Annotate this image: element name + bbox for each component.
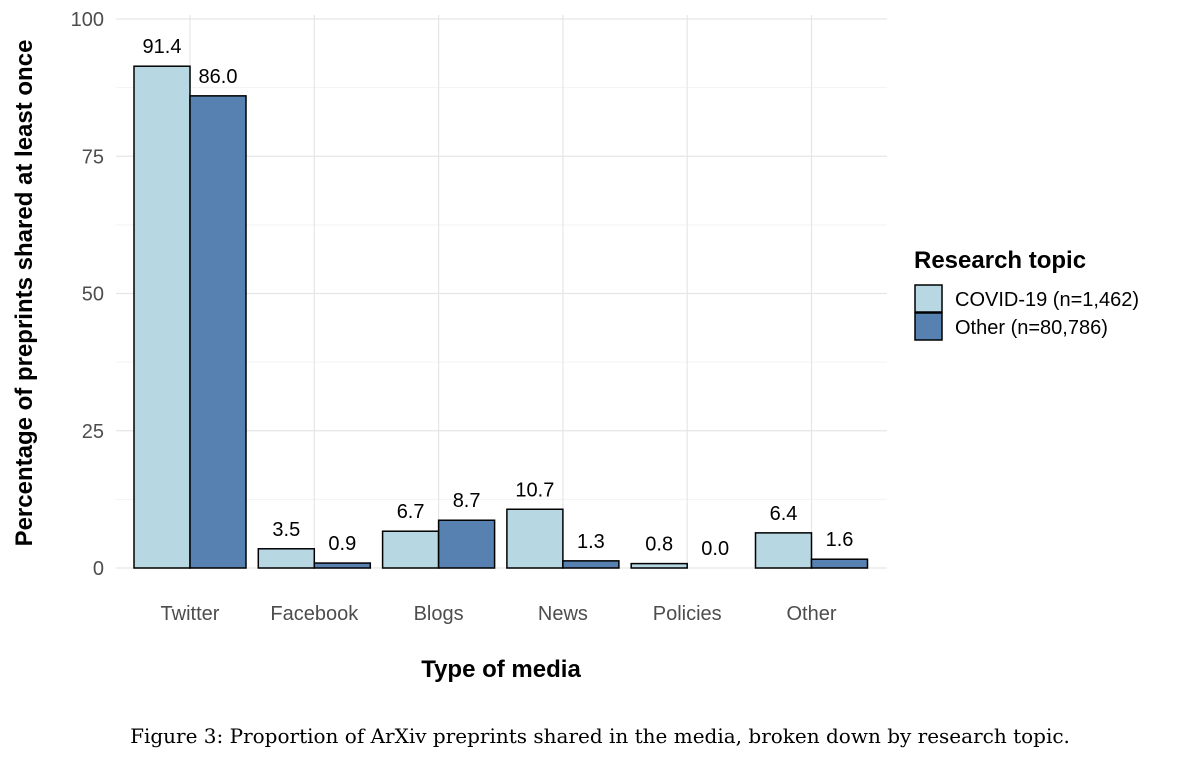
bar-facebook-series-2 — [313, 562, 372, 569]
legend-label-covid: COVID-19 (n=1,462) — [955, 289, 1139, 311]
bar-value-label: 1.6 — [826, 529, 854, 551]
bar-value-label: 91.4 — [143, 36, 182, 58]
x-tick-label: Twitter — [161, 603, 220, 625]
y-tick-label: 0 — [93, 558, 104, 580]
legend: Research topic COVID-19 (n=1,462) Other … — [914, 247, 1139, 341]
y-tick-label: 75 — [82, 146, 104, 168]
y-axis-ticks: 0 25 50 75 100 — [71, 9, 104, 580]
x-axis-ticks: Twitter Facebook Blogs News Policies Other — [161, 603, 837, 625]
y-tick-label: 100 — [71, 9, 104, 31]
y-tick-label: 50 — [82, 284, 104, 306]
bar-twitter-series-1 — [133, 65, 191, 569]
bar-value-label: 6.7 — [397, 501, 425, 523]
bar-value-label: 0.0 — [701, 538, 729, 560]
bar-value-label: 0.8 — [645, 534, 673, 556]
bar-news-series-1 — [506, 508, 564, 569]
legend-title: Research topic — [914, 247, 1086, 274]
y-tick-label: 25 — [82, 421, 104, 443]
bar-blogs-series-1 — [381, 530, 440, 569]
bar-value-label: 0.9 — [328, 533, 356, 555]
bar-value-label: 8.7 — [453, 490, 481, 512]
x-tick-label: Blogs — [414, 603, 464, 625]
legend-swatch-other — [914, 312, 943, 341]
bar-value-labels: 91.4 3.5 6.7 10.7 0.8 6.4 86.0 0.9 8.7 1.3 0.0 1.6 — [143, 36, 854, 560]
x-axis-title: Type of media — [421, 656, 581, 683]
x-tick-label: Policies — [653, 603, 722, 625]
legend-swatch-covid — [914, 284, 943, 313]
bar-chart: 91.43.56.710.70.86.486.00.98.71.3 0.0 1.6 … — [11, 9, 1139, 683]
bar-policies-series-1 — [630, 562, 688, 569]
bar-value-label: 3.5 — [272, 519, 300, 541]
y-axis-title: Percentage of preprints shared at least … — [11, 40, 38, 547]
bar-twitter-series-2 — [189, 95, 247, 569]
bar-blogs-series-2 — [437, 519, 496, 569]
figure-caption: Figure 3: Proportion of ArXiv preprints … — [130, 724, 1070, 748]
bar-value-label: 1.3 — [577, 531, 605, 553]
x-tick-label: Other — [786, 603, 836, 625]
bars — [133, 65, 869, 569]
bar-news-series-2 — [562, 560, 620, 569]
bar-other-series-2 — [810, 558, 869, 569]
bar-facebook-series-1 — [257, 548, 316, 569]
legend-label-other: Other (n=80,786) — [955, 317, 1108, 339]
x-tick-label: News — [538, 603, 588, 625]
x-tick-label: Facebook — [270, 603, 359, 625]
bar-value-label: 86.0 — [199, 66, 238, 88]
bar-value-label: 10.7 — [515, 479, 554, 501]
bar-other-series-1 — [754, 532, 813, 569]
bar-value-label: 6.4 — [770, 503, 798, 525]
